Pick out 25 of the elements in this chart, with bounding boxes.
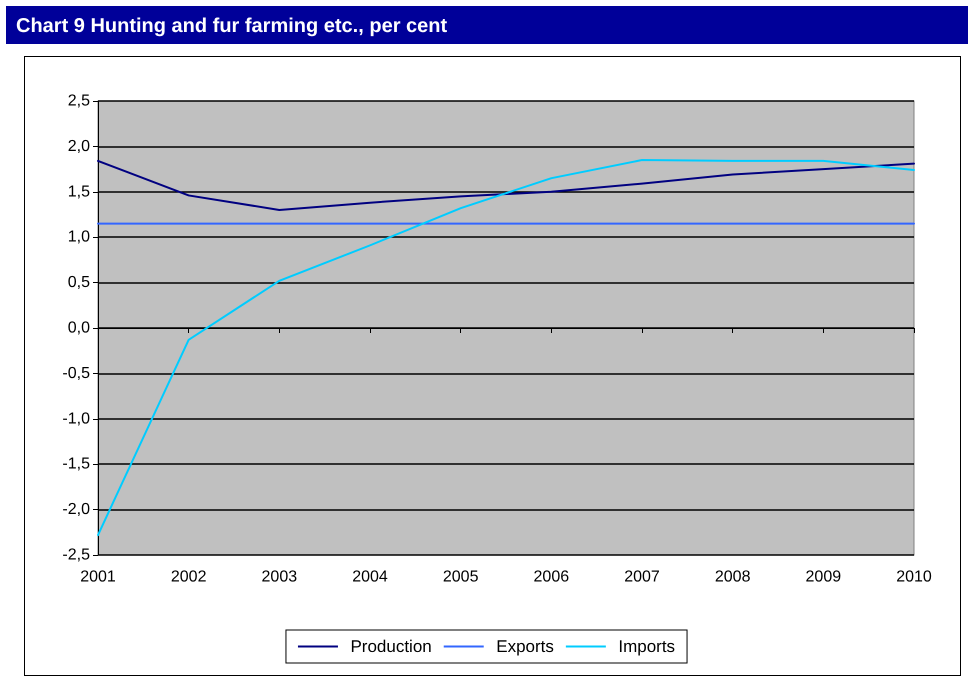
x-tick-label: 2007 xyxy=(624,568,660,586)
y-tick-label: 0,0 xyxy=(68,320,90,336)
y-tick-label: 2,0 xyxy=(68,138,90,155)
x-tick-label: 2010 xyxy=(896,568,932,586)
x-tick-label: 2003 xyxy=(262,568,298,586)
legend-label: Imports xyxy=(618,637,676,656)
y-tick-label: -2,0 xyxy=(62,501,90,518)
legend-label: Exports xyxy=(496,637,554,656)
y-tick-label: 0,5 xyxy=(68,274,90,292)
x-tick-label: 2005 xyxy=(442,568,479,586)
x-tick-label: 2006 xyxy=(534,568,570,586)
y-tick-label: 1,0 xyxy=(68,228,90,246)
x-tick-label: 2004 xyxy=(352,568,388,586)
chart-title: Chart 9 Hunting and fur farming etc., per cent xyxy=(6,6,968,44)
y-tick-label: -0,5 xyxy=(62,364,90,382)
x-tick-label: 2002 xyxy=(170,568,207,586)
x-tick-label: 2009 xyxy=(806,568,842,586)
x-tick-label: 2008 xyxy=(714,568,751,586)
legend-label: Production xyxy=(350,637,432,656)
y-tick-label: 2,5 xyxy=(68,92,90,110)
y-tick-label: -2,5 xyxy=(62,546,90,564)
y-tick-label: -1,5 xyxy=(62,456,90,473)
x-tick-label: 2001 xyxy=(80,568,116,586)
y-tick-label: -1,0 xyxy=(62,410,90,428)
y-tick-label: 1,5 xyxy=(68,183,90,200)
